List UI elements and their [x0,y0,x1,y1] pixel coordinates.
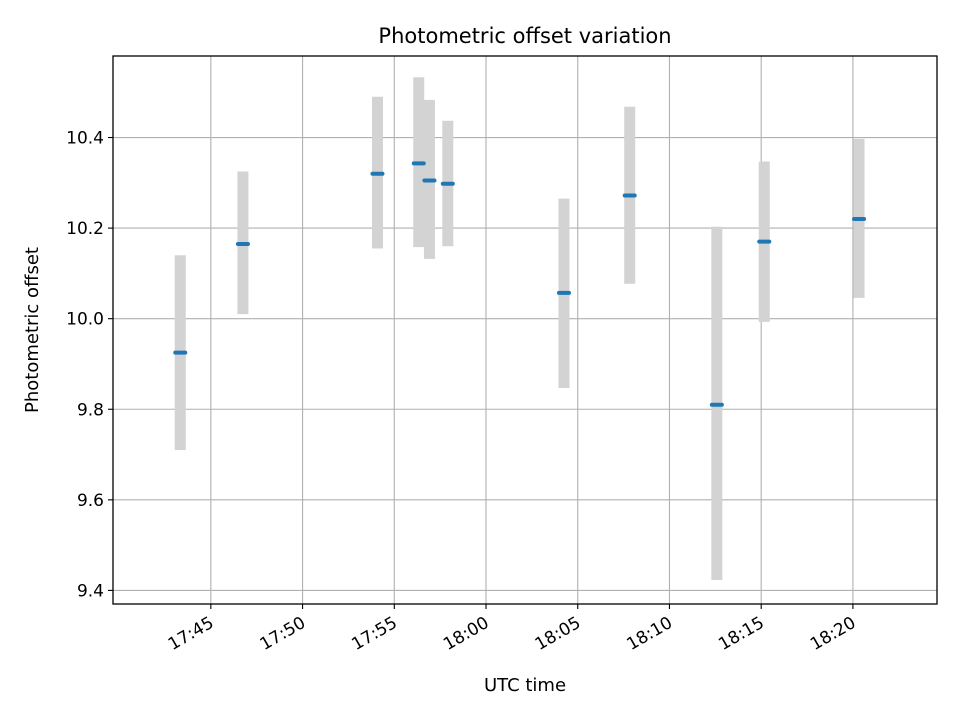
chart-title: Photometric offset variation [378,24,671,48]
data-markers [173,161,867,407]
x-tick-label: 18:20 [807,613,859,655]
plot-frame [112,55,938,605]
y-tick-label: 10.4 [66,129,104,149]
y-tick-label: 9.8 [77,400,104,420]
plot-background [113,56,937,604]
x-tick-label: 17:50 [257,613,309,655]
x-tick-label: 18:00 [440,613,492,655]
x-axis-ticks: 17:45 17:50 17:55 18:00 18:05 18:10 18:15 18:20 [165,604,859,655]
x-tick-label: 17:45 [165,613,217,655]
y-axis-title: Photometric offset [22,247,43,413]
x-axis-title: UTC time [484,675,566,696]
y-tick-label: 10.2 [66,219,104,239]
x-tick-label: 18:10 [624,613,676,655]
grid [113,56,937,604]
y-axis-ticks: 9.4 9.6 9.8 10.0 10.2 10.4 [66,129,113,601]
y-tick-label: 9.4 [77,581,104,601]
y-tick-label: 9.6 [77,491,104,511]
x-tick-label: 17:55 [348,613,400,655]
y-tick-label: 10.0 [66,310,104,330]
x-tick-label: 18:05 [532,613,584,655]
x-tick-label: 18:15 [715,613,767,655]
